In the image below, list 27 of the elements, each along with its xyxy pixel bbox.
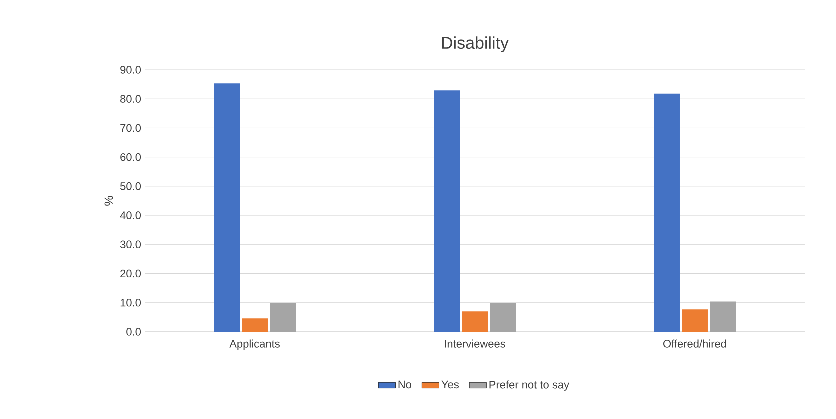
x-tick-label: Applicants <box>230 340 280 350</box>
x-tick-label: Interviewees <box>445 340 506 348</box>
bar <box>462 312 488 332</box>
bar <box>270 303 296 332</box>
bar <box>710 302 736 332</box>
legend-label: Prefer not to say <box>490 380 570 391</box>
y-tick-label: 80.0 <box>120 95 142 103</box>
y-tick-label: 0.0 <box>126 328 142 336</box>
x-tick-label: Offered/hired <box>664 340 726 348</box>
bar <box>682 310 708 332</box>
bar <box>434 90 460 332</box>
y-tick-label: 30.0 <box>120 240 142 249</box>
y-tick-label: 20.0 <box>120 270 142 278</box>
legend-label: Yes <box>442 380 459 389</box>
y-tick-label: 60.0 <box>120 153 142 162</box>
y-axis-title: % <box>104 196 114 206</box>
y-tick-label: 70.0 <box>120 124 142 132</box>
legend-label: No <box>398 380 412 389</box>
y-tick-label: 10.0 <box>120 298 142 307</box>
y-tick-label: 90.0 <box>120 66 142 74</box>
chart-title: Disability <box>442 36 509 52</box>
y-tick-label: 50.0 <box>120 182 142 190</box>
bar <box>490 303 516 332</box>
bar <box>242 318 268 332</box>
bar <box>654 94 680 332</box>
bar <box>214 84 240 332</box>
y-tick-label: 40.0 <box>120 212 142 220</box>
